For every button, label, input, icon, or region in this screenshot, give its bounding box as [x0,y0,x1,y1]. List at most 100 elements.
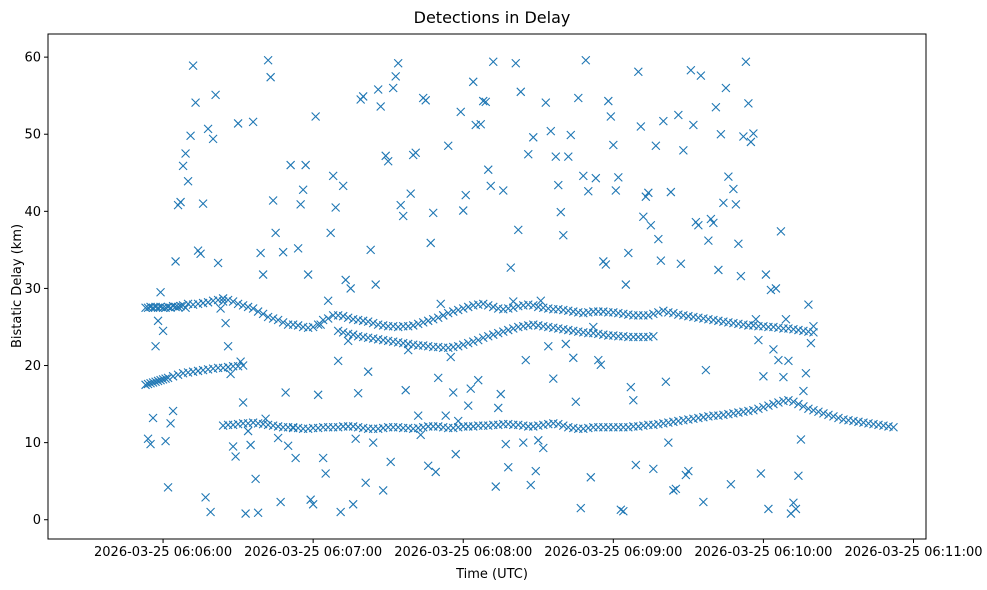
data-point [333,326,343,336]
data-point [761,270,771,279]
data-point [601,260,611,269]
y-tick-label: 40 [24,205,41,220]
data-point [421,95,431,105]
data-point [353,388,363,398]
data-point [216,304,225,313]
x-axis-label: Time (UTC) [455,567,528,582]
data-point [663,438,673,448]
data-point [508,297,518,306]
data-point [351,434,361,444]
data-point [338,327,348,337]
data-point [754,335,763,345]
data-point [331,203,341,212]
data-point [258,270,268,279]
data-point [453,305,463,315]
data-point [621,280,631,289]
plot-background [48,34,926,539]
data-point [278,317,288,327]
data-point [548,374,558,384]
data-point [573,93,583,103]
data-point [523,149,533,159]
data-point [238,301,248,310]
data-point [553,180,563,190]
data-point [231,452,240,461]
data-point [321,469,331,478]
data-point [796,435,806,444]
data-point [241,509,251,518]
data-point [251,474,261,484]
data-point [428,314,438,324]
data-point [143,379,153,389]
data-point [653,234,663,244]
data-point [804,300,813,310]
data-point [381,151,391,161]
data-point [408,321,418,330]
x-tick-label: 2026-03-25 06:10:00 [694,545,832,560]
data-point [611,186,621,195]
data-point [608,140,618,150]
data-point [606,112,616,121]
data-point [293,243,303,253]
y-tick-label: 20 [24,359,41,374]
data-point [186,131,195,141]
data-point [158,375,168,384]
data-point [266,72,276,82]
data-point [453,416,463,426]
data-point [348,499,358,509]
data-point [391,72,401,81]
data-point [643,188,653,198]
data-point [268,196,278,205]
data-point [436,299,446,309]
x-axis: 2026-03-25 06:06:00 2026-03-25 06:07:00 20… [94,539,983,560]
data-point [648,464,658,474]
data-point [151,377,160,387]
data-point [498,186,508,195]
data-point [814,407,823,417]
y-tick-label: 30 [24,282,41,297]
data-point [228,297,238,306]
data-point [263,55,273,65]
data-point [463,401,473,411]
data-point [729,184,738,194]
data-point [373,85,383,94]
data-point [433,313,443,323]
data-point [363,317,373,326]
data-point [636,122,646,131]
data-point [458,304,468,313]
data-point [478,96,488,106]
data-point [779,372,788,382]
data-point [734,239,743,249]
data-point [546,126,556,136]
data-point [366,245,376,255]
data-point [428,208,438,218]
data-point [568,353,578,363]
data-point [371,280,381,289]
data-point [711,102,721,112]
y-axis: 0 10 20 30 40 50 60 [24,51,48,528]
data-point [749,129,758,138]
data-point [303,270,313,279]
data-point [293,321,303,330]
data-point [809,405,818,415]
data-point [218,297,228,306]
data-point [218,294,228,303]
data-point [228,442,238,451]
data-point [603,96,613,106]
data-point [476,119,486,129]
data-point [368,438,378,448]
y-tick-label: 0 [33,513,41,528]
data-point [246,440,256,450]
x-tick-label: 2026-03-25 06:11:00 [844,545,982,560]
data-point [363,367,373,377]
data-point [676,259,686,269]
data-point [511,58,521,68]
data-point [341,275,351,285]
y-axis-label: Bistatic Delay (km) [10,224,25,348]
data-point [176,197,185,207]
data-point [648,309,658,319]
data-point [701,365,711,375]
data-point [774,355,783,365]
data-point [311,112,321,121]
data-point [681,470,691,480]
